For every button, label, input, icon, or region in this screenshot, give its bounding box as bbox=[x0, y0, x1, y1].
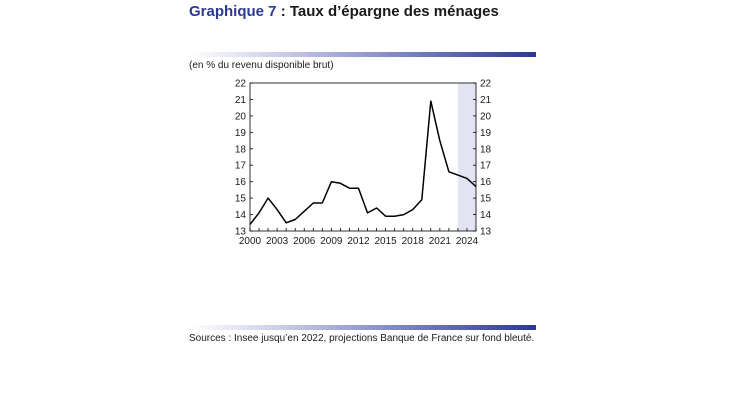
x-tick-label: 2006 bbox=[293, 236, 316, 247]
chart-title: Graphique 7 : Taux d’épargne des ménages bbox=[189, 3, 499, 20]
y-tick-label-right: 14 bbox=[480, 210, 492, 221]
chart-number: Graphique 7 bbox=[189, 3, 277, 20]
y-tick-label-right: 21 bbox=[480, 95, 492, 106]
y-tick-label-right: 22 bbox=[480, 79, 492, 90]
y-tick-label-left: 20 bbox=[235, 111, 247, 122]
bottom-gradient-rule bbox=[189, 325, 536, 330]
source-note: Sources : Insee jusqu’en 2022, projectio… bbox=[189, 333, 535, 344]
y-tick-label-left: 19 bbox=[235, 128, 247, 139]
series-layer bbox=[249, 100, 477, 225]
y-tick-label-left: 13 bbox=[235, 227, 247, 238]
y-tick-label-left: 17 bbox=[235, 161, 247, 172]
top-gradient-rule bbox=[189, 52, 536, 57]
y-tick-label-left: 22 bbox=[235, 79, 247, 90]
y-tick-label-left: 18 bbox=[235, 144, 247, 155]
series-line bbox=[249, 100, 477, 225]
y-tick-label-right: 15 bbox=[480, 194, 492, 205]
x-tick-label: 2012 bbox=[347, 236, 370, 247]
x-tick-label: 2015 bbox=[374, 236, 397, 247]
projection-shade bbox=[457, 83, 476, 231]
projection-shade-layer bbox=[457, 83, 476, 231]
chart-title-text: Taux d’épargne des ménages bbox=[289, 3, 499, 20]
unit-note: (en % du revenu disponible brut) bbox=[189, 60, 334, 71]
x-tick-label: 2024 bbox=[456, 236, 479, 247]
x-tick-label: 2003 bbox=[266, 236, 289, 247]
y-tick-label-right: 20 bbox=[480, 111, 492, 122]
x-tick-label: 2009 bbox=[320, 236, 343, 247]
y-tick-label-right: 17 bbox=[480, 161, 492, 172]
y-tick-label-left: 21 bbox=[235, 95, 247, 106]
y-tick-label-right: 13 bbox=[480, 227, 492, 238]
y-tick-label-left: 15 bbox=[235, 194, 247, 205]
x-tick-label: 2018 bbox=[402, 236, 425, 247]
plot-frame bbox=[249, 82, 477, 232]
y-tick-label-right: 16 bbox=[480, 177, 492, 188]
y-tick-label-left: 14 bbox=[235, 210, 247, 221]
title-separator: : bbox=[276, 3, 290, 20]
y-tick-label-right: 19 bbox=[480, 128, 492, 139]
y-tick-label-right: 18 bbox=[480, 144, 492, 155]
x-tick-label: 2021 bbox=[429, 236, 452, 247]
y-tick-label-left: 16 bbox=[235, 177, 247, 188]
x-tick-label: 2000 bbox=[239, 236, 262, 247]
